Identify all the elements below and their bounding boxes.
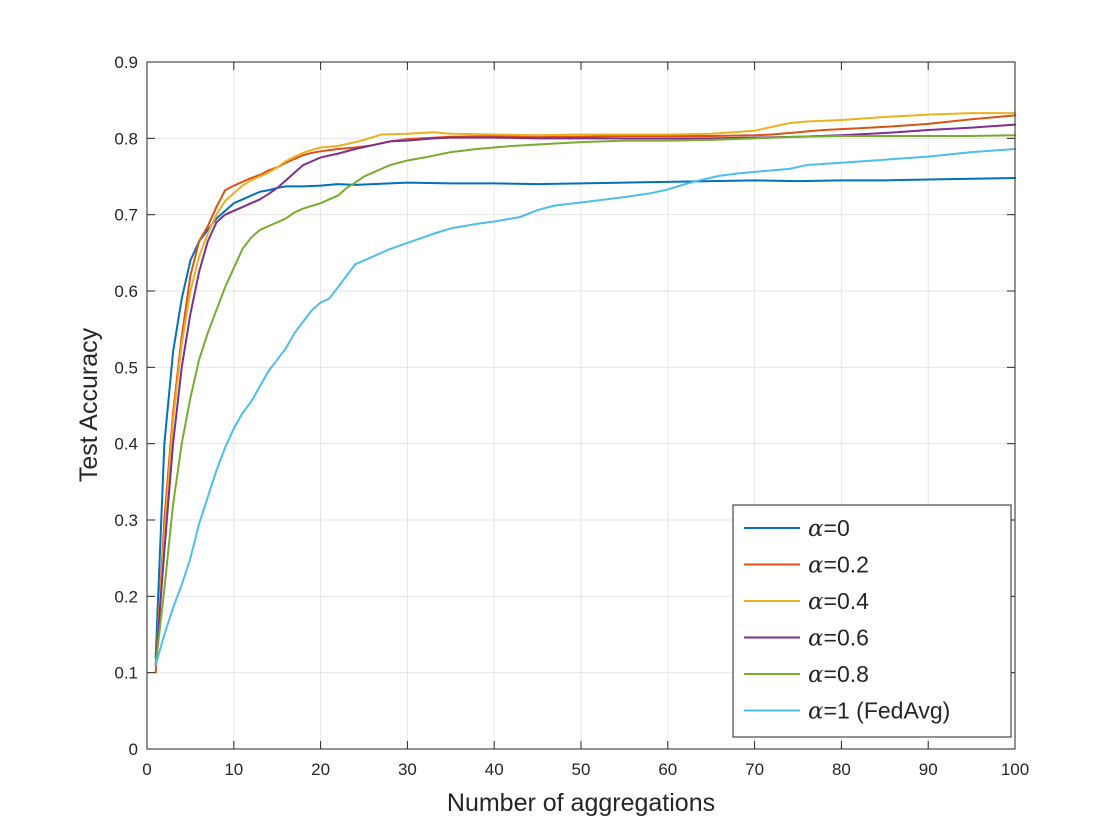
legend-label-3: α=0.6	[808, 625, 869, 652]
axis-ticks	[146, 61, 1016, 750]
legend-label-4: α=0.8	[808, 661, 869, 688]
x-tick-label: 80	[832, 760, 851, 779]
series-line-0	[154, 177, 1016, 659]
legend-value-0: =0	[824, 515, 850, 541]
legend-value-2: =0.4	[824, 588, 870, 614]
x-tick-label: 70	[745, 760, 764, 779]
x-tick-label: 40	[485, 760, 504, 779]
y-tick-label: 0.3	[114, 511, 138, 530]
legend-symbol-0: α	[808, 516, 824, 542]
legend: α=0α=0.2α=0.4α=0.6α=0.8α=1 (FedAvg)	[732, 504, 1012, 738]
x-tick-label: 20	[311, 760, 330, 779]
series-layer	[154, 112, 1016, 674]
y-tick-label: 0.6	[114, 282, 138, 301]
legend-box	[732, 504, 1012, 738]
x-tick-label: 60	[658, 760, 677, 779]
x-tick-label: 0	[142, 760, 151, 779]
legend-value-4: =0.8	[824, 661, 869, 687]
y-tick-label: 0.2	[114, 587, 138, 606]
y-tick-label: 0.1	[114, 664, 138, 683]
y-axis-title: Test Accuracy	[75, 327, 103, 482]
x-tick-label: 100	[1001, 760, 1029, 779]
legend-value-3: =0.6	[824, 625, 869, 651]
legend-symbol-5: α	[808, 699, 824, 725]
y-tick-label: 0	[129, 740, 138, 759]
legend-symbol-1: α	[808, 553, 824, 579]
series-line-3	[154, 123, 1016, 667]
legend-label-0: α=0	[808, 515, 850, 542]
series-line-4	[154, 134, 1016, 667]
x-tick-label: 10	[224, 760, 243, 779]
x-tick-label: 90	[919, 760, 938, 779]
y-tick-label: 0.4	[114, 435, 138, 454]
y-tick-label: 0.7	[114, 206, 138, 225]
y-tick-label: 0.8	[114, 129, 138, 148]
axis-tick-labels: 0 10 20 30 40 50 60 70 80 90 100 0 0.1 0.2 0.3 0.4 0.5 0.…	[114, 53, 1029, 779]
legend-label-5: α=1 (FedAvg)	[808, 698, 950, 725]
x-tick-label: 30	[398, 760, 417, 779]
legend-symbol-2: α	[808, 589, 824, 615]
series-line-1	[154, 114, 1016, 674]
x-tick-label: 50	[572, 760, 591, 779]
x-axis-title: Number of aggregations	[447, 789, 715, 817]
series-line-5	[154, 148, 1016, 667]
y-tick-label: 0.9	[114, 53, 138, 72]
legend-label-1: α=0.2	[808, 552, 869, 579]
legend-value-1: =0.2	[824, 552, 869, 578]
legend-symbol-4: α	[808, 662, 824, 688]
legend-value-5: =1 (FedAvg)	[824, 698, 951, 724]
y-tick-label: 0.5	[114, 358, 138, 377]
series-line-2	[154, 112, 1016, 667]
legend-label-2: α=0.4	[808, 588, 869, 615]
legend-symbol-3: α	[808, 626, 824, 652]
